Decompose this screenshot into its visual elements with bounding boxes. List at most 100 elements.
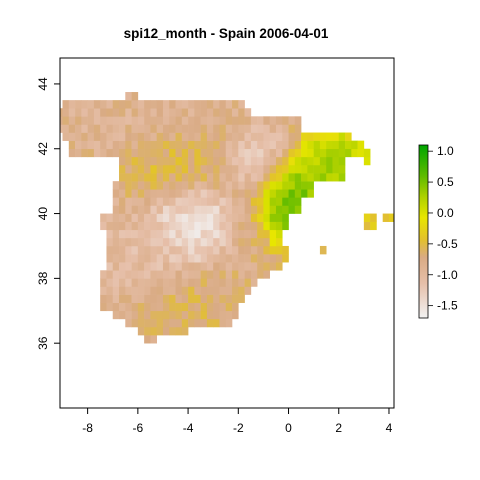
raster-cell — [112, 310, 120, 320]
raster-cell — [106, 124, 114, 133]
raster-cell — [131, 189, 139, 198]
raster-cells — [60, 92, 395, 344]
raster-cell — [188, 270, 195, 279]
raster-cell — [200, 124, 208, 133]
raster-cell — [219, 108, 227, 117]
raster-cell — [194, 213, 201, 222]
raster-cell — [175, 294, 183, 303]
raster-cell — [125, 278, 132, 287]
raster-cell — [144, 310, 151, 320]
plot-frame — [59, 57, 395, 409]
raster-cell — [200, 116, 208, 125]
raster-cell — [370, 221, 377, 231]
raster-cell — [175, 262, 183, 271]
raster-cell — [263, 205, 270, 214]
raster-cell — [282, 164, 289, 174]
raster-cell — [238, 189, 245, 198]
raster-cell — [87, 124, 95, 133]
raster-cell — [100, 132, 107, 141]
raster-cell — [106, 132, 114, 141]
raster-cell — [87, 116, 95, 125]
raster-cell — [112, 197, 120, 206]
raster-cell — [257, 116, 264, 125]
raster-cell — [219, 294, 227, 303]
raster-cell — [150, 302, 157, 312]
raster-cell — [282, 156, 289, 166]
raster-cell — [188, 108, 195, 117]
raster-cell — [112, 302, 120, 312]
raster-cell — [144, 262, 151, 271]
raster-cell — [244, 237, 252, 247]
raster-cell — [232, 302, 239, 312]
raster-cell — [338, 148, 346, 158]
raster-cell — [319, 132, 327, 141]
raster-cell — [194, 156, 201, 166]
raster-cell — [206, 245, 214, 255]
raster-cell — [313, 156, 321, 166]
raster-cell — [181, 310, 189, 320]
raster-cell — [93, 124, 101, 133]
raster-cell — [125, 140, 132, 150]
raster-cell — [194, 197, 201, 206]
raster-cell — [188, 124, 195, 133]
raster-cell — [263, 132, 270, 141]
raster-cell — [257, 245, 264, 255]
raster-cell — [238, 116, 245, 125]
raster-cell — [194, 116, 201, 125]
raster-cell — [175, 270, 183, 279]
raster-cell — [112, 100, 120, 109]
raster-cell — [87, 100, 95, 109]
raster-cell — [332, 148, 340, 158]
raster-cell — [225, 108, 233, 117]
x-tick-label: -2 — [233, 421, 244, 435]
raster-cell — [263, 262, 270, 271]
raster-cell — [125, 254, 132, 263]
raster-cell — [219, 116, 227, 125]
raster-cell — [119, 213, 126, 222]
raster-cell — [100, 286, 107, 295]
raster-cell — [112, 254, 120, 263]
raster-cell — [194, 294, 201, 303]
raster-cell — [119, 173, 126, 182]
raster-cell — [301, 140, 308, 150]
raster-cell — [232, 164, 239, 174]
raster-cell — [125, 262, 132, 271]
raster-cell — [144, 189, 151, 198]
raster-cell — [288, 205, 296, 214]
raster-cell — [150, 116, 157, 125]
raster-cell — [156, 189, 164, 198]
raster-cell — [206, 318, 214, 328]
raster-cell — [275, 181, 283, 190]
raster-cell — [206, 286, 214, 295]
raster-cell — [137, 189, 145, 198]
raster-cell — [244, 132, 252, 141]
raster-cell — [294, 164, 302, 174]
raster-cell — [125, 164, 132, 174]
raster-cell — [131, 140, 139, 150]
raster-cell — [250, 140, 258, 150]
raster-cell — [238, 245, 245, 255]
raster-cell — [288, 116, 296, 125]
raster-cell — [81, 148, 88, 158]
raster-cell — [119, 205, 126, 214]
raster-cell — [137, 108, 145, 117]
raster-cell — [194, 318, 201, 328]
raster-cell — [363, 213, 371, 222]
raster-cell — [150, 181, 157, 190]
raster-cell — [162, 205, 170, 214]
raster-cell — [150, 173, 157, 182]
raster-cell — [181, 302, 189, 312]
raster-cell — [288, 140, 296, 150]
raster-cell — [244, 181, 252, 190]
raster-cell — [150, 254, 157, 263]
raster-cell — [68, 140, 76, 150]
raster-cell — [181, 294, 189, 303]
raster-cell — [269, 237, 277, 247]
raster-cell — [244, 124, 252, 133]
raster-cell — [188, 100, 195, 109]
raster-cell — [125, 205, 132, 214]
raster-cell — [144, 140, 151, 150]
raster-cell — [60, 108, 63, 117]
raster-cell — [150, 164, 157, 174]
raster-cell — [301, 156, 308, 166]
